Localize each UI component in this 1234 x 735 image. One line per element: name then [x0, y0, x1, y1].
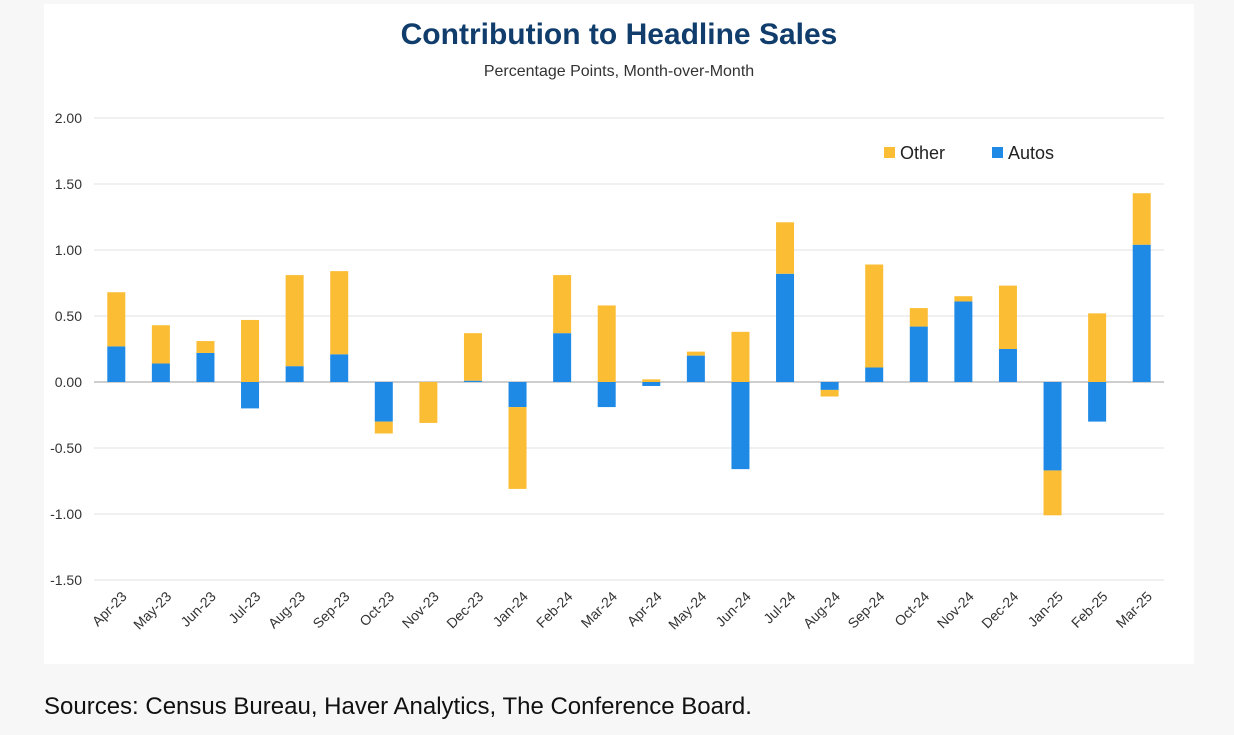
- y-tick-label: 0.50: [55, 308, 82, 324]
- bar-autos: [731, 382, 750, 470]
- legend-swatch: [992, 147, 1003, 158]
- chart-subtitle: Percentage Points, Month-over-Month: [483, 63, 755, 80]
- bar-other: [954, 296, 973, 302]
- bar-other: [909, 308, 928, 327]
- bar-other: [865, 264, 884, 368]
- bar-autos: [642, 382, 661, 386]
- x-tick-label: Aug-23: [265, 588, 308, 631]
- bar-other: [374, 421, 393, 434]
- x-tick-label: Dec-24: [978, 588, 1021, 631]
- x-tick-label: Feb-24: [533, 588, 576, 631]
- bar-autos: [998, 349, 1017, 382]
- bar-autos: [954, 301, 973, 382]
- chart-title: Contribution to Headline Sales: [400, 18, 838, 51]
- bar-autos: [553, 333, 572, 382]
- y-tick-label: 1.00: [55, 242, 82, 258]
- bar-other: [419, 382, 438, 423]
- bar-autos: [285, 366, 304, 382]
- bar-other: [820, 389, 839, 397]
- bar-other: [553, 275, 572, 334]
- bar-autos: [374, 382, 393, 422]
- bar-other: [330, 271, 349, 355]
- bar-autos: [597, 382, 616, 408]
- bar-other: [285, 275, 304, 367]
- y-tick-label: -1.00: [50, 506, 82, 522]
- x-tick-label: Jul-23: [225, 588, 263, 626]
- x-tick-label: Jun-24: [712, 588, 754, 630]
- y-tick-label: -1.50: [50, 572, 82, 588]
- bar-other: [731, 331, 750, 382]
- bar-autos: [330, 354, 349, 382]
- bar-other: [1088, 313, 1107, 382]
- y-tick-label: 0.00: [55, 374, 82, 390]
- y-tick-label: 1.50: [55, 176, 82, 192]
- y-tick-label: -0.50: [50, 440, 82, 456]
- bar-autos: [865, 367, 884, 382]
- bar-autos: [776, 273, 795, 382]
- bar-other: [686, 351, 705, 356]
- x-tick-label: Apr-23: [89, 588, 130, 629]
- x-tick-label: Aug-24: [800, 588, 843, 631]
- bar-other: [508, 407, 527, 489]
- y-tick-label: 2.00: [55, 110, 82, 126]
- x-tick-label: Jul-24: [760, 588, 798, 626]
- bar-autos: [463, 380, 482, 382]
- bar-other: [241, 319, 260, 382]
- stacked-bar-chart: 2.00 1.50 1.00 0.50 0.00 -0.50 -1.00 -1.50 Apr-2…: [50, 110, 1164, 632]
- bar-other: [998, 285, 1017, 349]
- x-tick-label: May-24: [665, 588, 709, 632]
- x-tick-label: Nov-24: [934, 588, 977, 631]
- bar-autos: [1088, 382, 1107, 422]
- bar-autos: [1043, 382, 1062, 471]
- x-tick-label: Nov-23: [399, 588, 442, 631]
- bar-autos: [241, 382, 260, 409]
- legend-swatch: [884, 147, 895, 158]
- bar-autos: [107, 346, 126, 382]
- x-tick-label: Apr-24: [624, 588, 665, 629]
- bar-other: [463, 333, 482, 381]
- x-tick-label: May-23: [130, 588, 174, 632]
- bar-autos: [820, 382, 839, 390]
- bar-other: [196, 341, 215, 353]
- bar-other: [776, 222, 795, 274]
- bar-autos: [508, 382, 527, 408]
- bar-other: [151, 325, 170, 364]
- x-tick-label: Jan-25: [1024, 588, 1066, 630]
- x-tick-label: Feb-25: [1068, 588, 1111, 631]
- bar-other: [1132, 193, 1151, 245]
- bar-autos: [909, 326, 928, 382]
- x-tick-label: Jun-23: [177, 588, 219, 630]
- bar-autos: [196, 352, 215, 382]
- x-tick-label: Sep-23: [309, 588, 352, 631]
- x-tick-label: Oct-24: [891, 588, 932, 629]
- bar-other: [107, 292, 126, 347]
- bar-other: [597, 305, 616, 382]
- source-note: Sources: Census Bureau, Haver Analytics,…: [44, 693, 752, 720]
- x-tick-label: Mar-24: [578, 588, 621, 631]
- bar-autos: [1132, 244, 1151, 382]
- x-tick-label: Oct-23: [356, 588, 397, 629]
- x-tick-label: Dec-23: [443, 588, 486, 631]
- bar-autos: [686, 355, 705, 382]
- x-tick-label: Jan-24: [489, 588, 531, 630]
- legend-label: Autos: [1008, 143, 1054, 163]
- bar-autos: [151, 363, 170, 382]
- x-tick-label: Mar-25: [1113, 588, 1156, 631]
- bar-other: [1043, 470, 1062, 516]
- bar-other: [642, 379, 661, 382]
- x-tick-label: Sep-24: [844, 588, 887, 631]
- legend-label: Other: [900, 143, 945, 163]
